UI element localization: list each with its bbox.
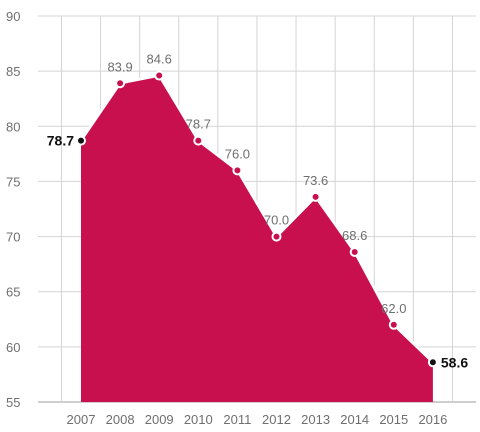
y-tick-label: 75 xyxy=(6,174,20,189)
y-axis-ticks: 55 60 65 70 75 80 85 90 xyxy=(6,9,20,410)
data-label: 62.0 xyxy=(381,301,406,316)
y-tick-label: 70 xyxy=(6,230,20,245)
data-labels: 78.7 83.9 84.6 78.7 76.0 70.0 73.6 68.6 62.0 58.6 xyxy=(47,52,469,371)
data-point xyxy=(76,135,86,146)
data-label: 68.6 xyxy=(342,228,367,243)
x-axis-ticks: 2007 2008 2009 2010 2011 2012 2013 2014 2015 2016 xyxy=(67,412,448,427)
area-fill xyxy=(81,75,433,402)
x-tick-label: 2014 xyxy=(340,412,369,427)
data-point xyxy=(427,357,438,368)
data-label: 78.7 xyxy=(47,133,74,149)
y-tick-label: 85 xyxy=(6,64,20,79)
data-point xyxy=(232,165,243,176)
y-tick-label: 90 xyxy=(6,9,20,24)
x-tick-label: 2008 xyxy=(106,412,135,427)
x-tick-label: 2013 xyxy=(301,412,330,427)
x-tick-label: 2007 xyxy=(67,412,96,427)
data-label: 70.0 xyxy=(264,213,289,228)
x-tick-label: 2012 xyxy=(262,412,291,427)
data-point xyxy=(193,135,204,146)
series-line xyxy=(79,74,434,364)
data-point xyxy=(154,70,165,81)
data-point xyxy=(115,78,126,89)
data-label: 76.0 xyxy=(225,146,250,161)
x-tick-label: 2015 xyxy=(379,412,408,427)
data-label: 73.6 xyxy=(303,173,328,188)
x-tick-label: 2011 xyxy=(223,412,251,427)
area-series xyxy=(76,70,438,402)
x-tick-label: 2009 xyxy=(145,412,174,427)
data-label: 83.9 xyxy=(107,59,132,74)
x-tick-label: 2016 xyxy=(418,412,447,427)
data-point xyxy=(271,231,282,242)
y-tick-label: 55 xyxy=(6,395,20,410)
y-tick-label: 80 xyxy=(6,119,20,134)
data-label: 78.7 xyxy=(186,117,211,132)
data-label: 84.6 xyxy=(147,52,172,67)
data-point xyxy=(349,247,360,258)
data-point xyxy=(388,319,399,330)
data-label: 58.6 xyxy=(441,354,468,370)
x-tick-label: 2010 xyxy=(184,412,213,427)
y-tick-label: 60 xyxy=(6,340,20,355)
data-point xyxy=(310,191,321,202)
y-tick-label: 65 xyxy=(6,285,20,300)
